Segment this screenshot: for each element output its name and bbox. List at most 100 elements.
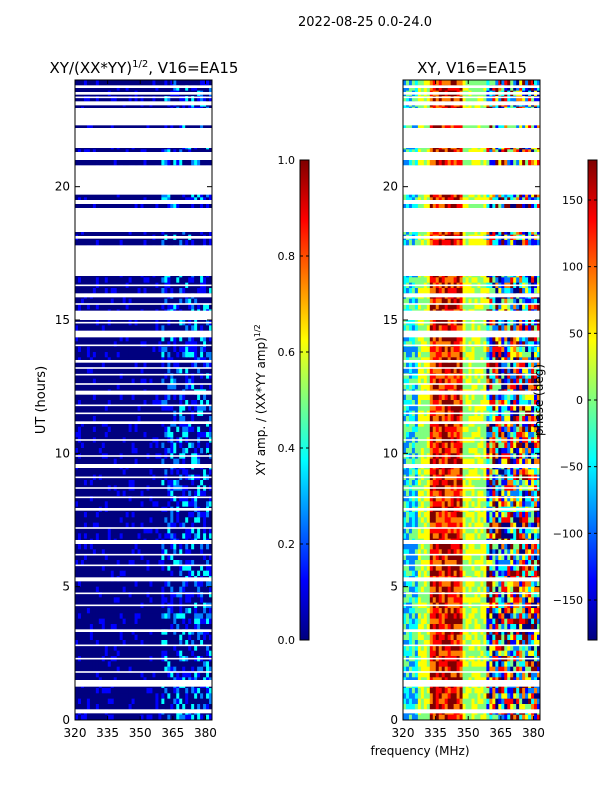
heatmap-cell	[134, 432, 138, 438]
heatmap-cell	[110, 522, 115, 529]
heatmap-cell	[185, 570, 189, 577]
heatmap-cell	[125, 544, 130, 550]
heatmap-cell	[173, 560, 177, 566]
heatmap-cell	[131, 362, 135, 369]
heatmap-cell	[206, 608, 210, 614]
heatmap-cell	[188, 586, 192, 593]
heatmap-cell	[101, 522, 106, 529]
heatmap-cell	[83, 352, 88, 358]
heatmap-cell	[203, 613, 207, 620]
heatmap-cell	[75, 229, 79, 236]
heatmap-cell	[182, 608, 186, 614]
heatmap-cell	[98, 432, 103, 438]
heatmap-cell	[203, 394, 207, 401]
heatmap-cell	[146, 554, 150, 561]
heatmap-cell	[95, 85, 100, 92]
heatmap-cell	[110, 378, 115, 385]
heatmap-cell	[146, 496, 150, 502]
heatmap-cell	[206, 512, 210, 518]
heatmap-cell	[104, 560, 109, 566]
heatmap-cell	[92, 490, 97, 497]
heatmap-cell	[170, 405, 174, 412]
heatmap-cell	[134, 480, 138, 486]
heatmap-cell	[200, 325, 204, 332]
heatmap-cell	[182, 362, 186, 369]
heatmap-cell	[116, 496, 121, 502]
heatmap-cell	[101, 352, 106, 358]
heatmap-cell	[128, 496, 132, 502]
heatmap-cell	[149, 629, 153, 636]
heatmap-cell	[149, 448, 153, 454]
heatmap-cell	[179, 501, 183, 508]
heatmap-cell	[140, 586, 144, 593]
heatmap-cell	[140, 618, 144, 625]
heatmap-cell	[161, 341, 165, 348]
heatmap-cell	[110, 618, 115, 625]
heatmap-cell	[110, 480, 115, 486]
heatmap-cell	[206, 624, 210, 630]
heatmap-cell	[125, 629, 130, 636]
heatmap-cell	[164, 581, 168, 588]
heatmap-cell	[200, 544, 204, 550]
heatmap-cell	[104, 192, 109, 198]
heatmap-cell	[167, 325, 171, 332]
heatmap-cell	[125, 650, 130, 657]
heatmap-cell	[119, 544, 124, 550]
heatmap-cell	[176, 645, 180, 652]
heatmap-cell	[206, 458, 210, 465]
heatmap-cell	[137, 368, 141, 374]
heatmap-cell	[176, 458, 180, 465]
heatmap-cell	[119, 624, 124, 630]
heatmap-cell	[113, 240, 118, 246]
heatmap-cell	[161, 501, 165, 508]
heatmap-cell	[152, 416, 156, 422]
heatmap-cell	[179, 517, 183, 524]
heatmap-cell	[128, 122, 132, 129]
heatmap-cell	[125, 517, 130, 524]
heatmap-cell	[161, 202, 165, 209]
heatmap-cell	[206, 298, 210, 305]
heatmap-cell	[182, 528, 186, 534]
heatmap-cell	[101, 544, 106, 550]
heatmap-cell	[185, 581, 189, 588]
heatmap-cell	[188, 565, 192, 572]
heatmap-cell	[80, 528, 85, 534]
heatmap-cell	[182, 490, 186, 497]
heatmap-cell	[89, 650, 94, 657]
heatmap-cell	[197, 645, 201, 652]
heatmap-cell	[95, 325, 100, 332]
heatmap-cell	[149, 192, 153, 198]
heatmap-cell	[101, 229, 106, 236]
heatmap-cell	[110, 554, 115, 561]
heatmap-cell	[200, 192, 204, 198]
heatmap-cell	[188, 298, 192, 305]
heatmap-cell	[149, 586, 153, 593]
heatmap-cell	[89, 160, 94, 166]
heatmap-cell	[107, 512, 112, 518]
heatmap-cell	[155, 650, 159, 657]
heatmap-cell	[149, 570, 153, 577]
heatmap-cell	[155, 192, 159, 198]
heatmap-cell	[161, 629, 165, 636]
heatmap-cell	[83, 192, 88, 198]
heatmap-cell	[77, 192, 82, 198]
heatmap-cell	[131, 544, 135, 550]
heatmap-cell	[101, 416, 106, 422]
heatmap-cell	[104, 618, 109, 625]
heatmap-cell	[203, 160, 207, 166]
heatmap-cell	[185, 122, 189, 129]
heatmap-cell	[203, 426, 207, 433]
heatmap-cell	[155, 554, 159, 561]
heatmap-cell	[158, 298, 162, 305]
heatmap-cell	[125, 608, 130, 614]
heatmap-cell	[197, 378, 201, 385]
heatmap-cell	[146, 192, 150, 198]
heatmap-cell	[104, 522, 109, 529]
heatmap-cell	[89, 634, 94, 641]
heatmap-cell	[80, 96, 85, 102]
heatmap-cell	[152, 96, 156, 102]
heatmap-cell	[152, 570, 156, 577]
heatmap-cell	[185, 341, 189, 348]
heatmap-cell	[209, 288, 212, 294]
heatmap-cell	[134, 496, 138, 502]
